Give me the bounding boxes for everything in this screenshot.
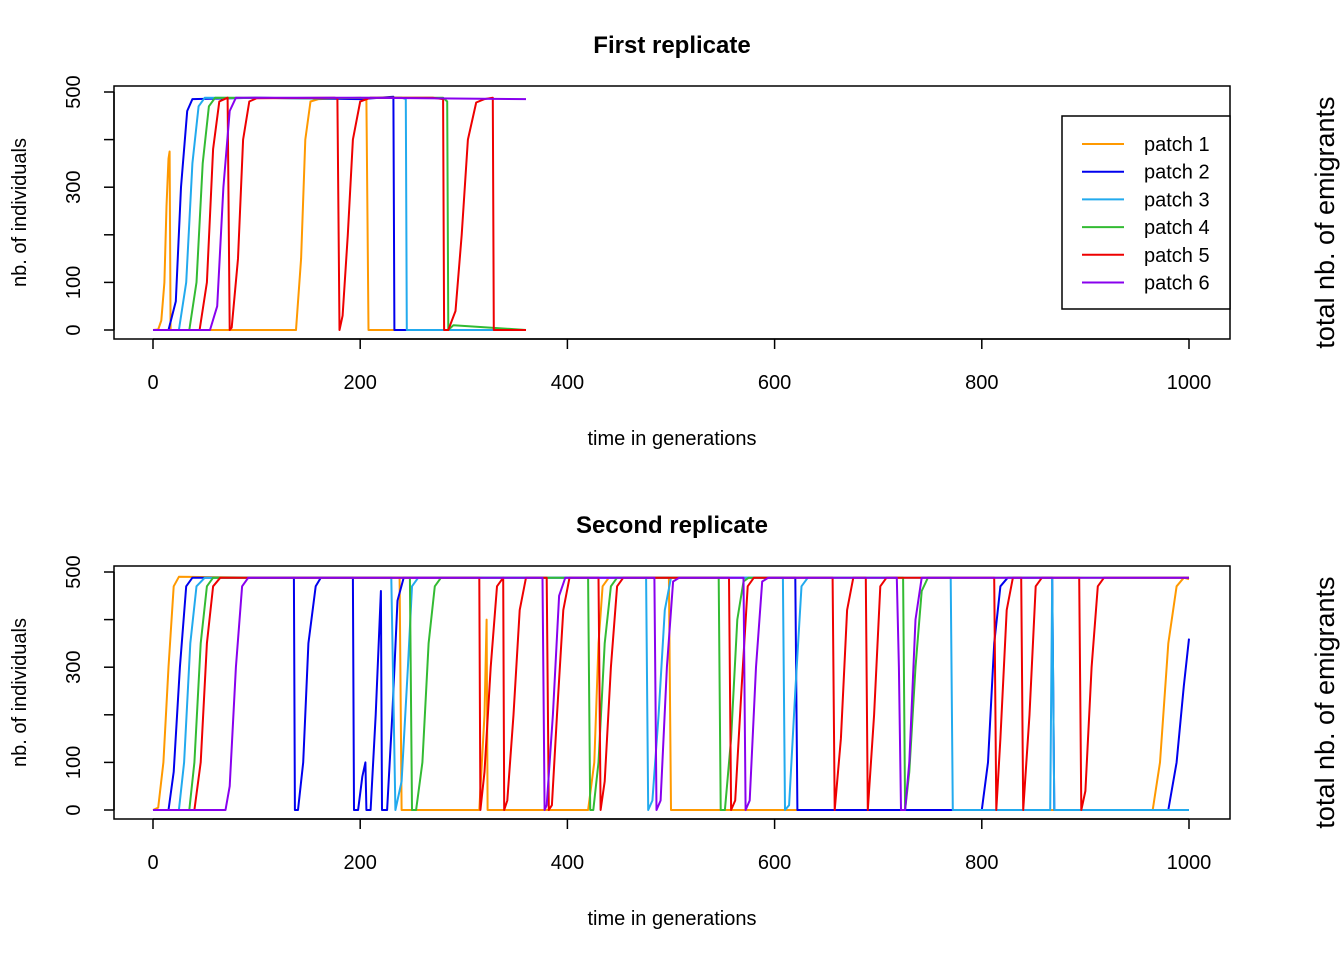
legend-entry-patch-1: patch 1 xyxy=(1144,134,1210,156)
y-axis-label: nb. of individuals xyxy=(9,138,31,287)
x-tick-label: 400 xyxy=(551,852,584,874)
series-line-patch-2 xyxy=(153,95,526,331)
x-tick-label: 800 xyxy=(965,372,998,394)
series-line-patch-1 xyxy=(152,575,1190,811)
right-axis-label: total nb. of emigrants xyxy=(1310,576,1340,828)
legend-entry-patch-5: patch 5 xyxy=(1144,245,1210,267)
legend-entry-patch-4: patch 4 xyxy=(1144,217,1210,239)
y-tick-label: 0 xyxy=(63,804,85,815)
y-tick-label: 0 xyxy=(63,324,85,335)
right-axis-label: total nb. of emigrants xyxy=(1310,96,1340,348)
series-line-patch-6 xyxy=(153,576,1189,811)
x-tick-label: 600 xyxy=(758,372,791,394)
series-line-patch-3 xyxy=(153,96,526,331)
series-line-patch-5 xyxy=(153,576,1189,811)
x-tick-label: 0 xyxy=(147,852,158,874)
x-axis-label: time in generations xyxy=(588,908,757,930)
y-tick-label: 300 xyxy=(63,171,85,204)
y-tick-label: 100 xyxy=(63,266,85,299)
y-axis-label: nb. of individuals xyxy=(9,618,31,767)
chart-title: First replicate xyxy=(593,32,750,59)
legend: patch 1 patch 2 patch 3 patch 4 patch 5 patch… xyxy=(1061,115,1231,310)
x-tick-label: 400 xyxy=(551,372,584,394)
x-tick-label: 600 xyxy=(758,852,791,874)
x-tick-label: 200 xyxy=(344,372,377,394)
legend-entry-patch-3: patch 3 xyxy=(1144,189,1210,211)
y-tick-label: 100 xyxy=(63,746,85,779)
x-tick-label: 0 xyxy=(147,372,158,394)
series-line-patch-6 xyxy=(153,96,527,331)
x-axis-label: time in generations xyxy=(588,428,757,450)
x-tick-label: 800 xyxy=(965,852,998,874)
y-tick-label: 500 xyxy=(63,75,85,108)
x-tick-label: 200 xyxy=(344,852,377,874)
legend-entry-patch-6: patch 6 xyxy=(1144,273,1210,295)
x-tick-label: 1000 xyxy=(1167,372,1212,394)
y-tick-label: 500 xyxy=(63,555,85,588)
series-line-patch-5 xyxy=(153,96,526,331)
y-tick-label: 300 xyxy=(63,651,85,684)
legend-entry-patch-2: patch 2 xyxy=(1144,162,1210,184)
chart-title: Second replicate xyxy=(576,512,768,539)
x-tick-label: 1000 xyxy=(1167,852,1212,874)
series-line-patch-2 xyxy=(153,576,1190,811)
legend-box xyxy=(1061,115,1231,310)
